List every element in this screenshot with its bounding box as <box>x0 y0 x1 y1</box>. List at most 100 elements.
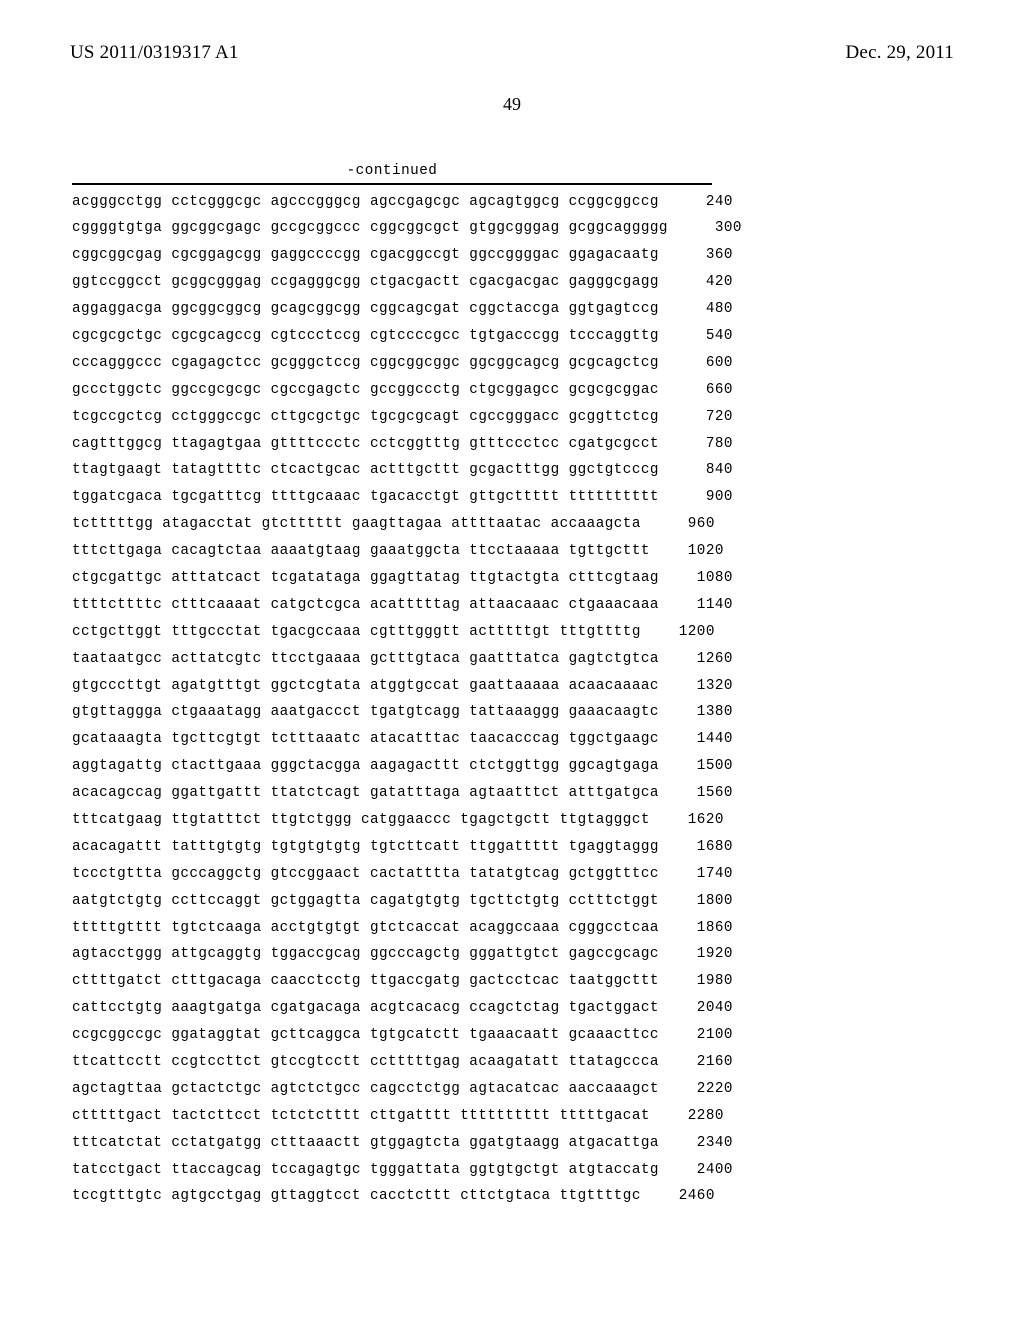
sequence-row: cattcctgtg aaagtgatga cgatgacaga acgtcac… <box>72 1001 712 1015</box>
sequence-position: 2160 <box>689 1055 733 1069</box>
sequence-nucleotides: gccctggctc ggccgcgcgc cgccgagctc gccggcc… <box>72 383 659 397</box>
sequence-nucleotides: cggggtgtga ggcggcgagc gccgcggccc cggcggc… <box>72 221 668 235</box>
sequence-row: aggtagattg ctacttgaaa gggctacgga aagagac… <box>72 759 712 773</box>
sequence-nucleotides: tttcatgaag ttgtatttct ttgtctggg catggaac… <box>72 813 650 827</box>
sequence-position: 1320 <box>689 679 733 693</box>
sequence-nucleotides: cgcgcgctgc cgcgcagccg cgtccctccg cgtcccc… <box>72 329 659 343</box>
sequence-position: 1080 <box>689 571 733 585</box>
sequence-row: aatgtctgtg ccttccaggt gctggagtta cagatgt… <box>72 894 712 908</box>
sequence-row: agtacctggg attgcaggtg tggaccgcag ggcccag… <box>72 947 712 961</box>
sequence-row: cctgcttggt tttgccctat tgacgccaaa cgtttgg… <box>72 625 712 639</box>
sequence-nucleotides: ttttcttttc ctttcaaaat catgctcgca acatttt… <box>72 598 659 612</box>
sequence-position: 1980 <box>689 974 733 988</box>
sequence-position: 660 <box>689 383 733 397</box>
sequence-nucleotides: cccagggccc cgagagctcc gcgggctccg cggcggc… <box>72 356 659 370</box>
sequence-nucleotides: tatcctgact ttaccagcag tccagagtgc tgggatt… <box>72 1163 659 1177</box>
sequence-position: 1020 <box>680 544 724 558</box>
sequence-position: 1920 <box>689 947 733 961</box>
sequence-position: 360 <box>689 248 733 262</box>
sequence-position: 1260 <box>689 652 733 666</box>
sequence-nucleotides: ttagtgaagt tatagttttc ctcactgcac actttgc… <box>72 463 659 477</box>
sequence-position: 1560 <box>689 786 733 800</box>
sequence-nucleotides: acacagattt tatttgtgtg tgtgtgtgtg tgtcttc… <box>72 840 659 854</box>
sequence-position: 1500 <box>689 759 733 773</box>
sequence-position: 2280 <box>680 1109 724 1123</box>
sequence-nucleotides: ctttttgact tactcttcct tctctctttt cttgatt… <box>72 1109 650 1123</box>
sequence-position: 1800 <box>689 894 733 908</box>
sequence-row: tttttgtttt tgtctcaaga acctgtgtgt gtctcac… <box>72 921 712 935</box>
publication-date: Dec. 29, 2011 <box>846 42 954 64</box>
sequence-row: tccctgttta gcccaggctg gtccggaact cactatt… <box>72 867 712 881</box>
sequence-nucleotides: tccgtttgtc agtgcctgag gttaggtcct cacctct… <box>72 1189 641 1203</box>
sequence-row: tttcatctat cctatgatgg ctttaaactt gtggagt… <box>72 1136 712 1150</box>
sequence-position: 2040 <box>689 1001 733 1015</box>
sequence-row: tcgccgctcg cctgggccgc cttgcgctgc tgcgcgc… <box>72 410 712 424</box>
sequence-row: gccctggctc ggccgcgcgc cgccgagctc gccggcc… <box>72 383 712 397</box>
sequence-row: gtgcccttgt agatgtttgt ggctcgtata atggtgc… <box>72 679 712 693</box>
sequence-nucleotides: cagtttggcg ttagagtgaa gttttccctc cctcggt… <box>72 437 659 451</box>
sequence-row: cggcggcgag cgcggagcgg gaggccccgg cgacggc… <box>72 248 712 262</box>
sequence-nucleotides: ggtccggcct gcggcgggag ccgagggcgg ctgacga… <box>72 275 659 289</box>
sequence-row: ggtccggcct gcggcgggag ccgagggcgg ctgacga… <box>72 275 712 289</box>
sequence-position: 840 <box>689 463 733 477</box>
sequence-nucleotides: taataatgcc acttatcgtc ttcctgaaaa gctttgt… <box>72 652 659 666</box>
sequence-nucleotides: ttcattcctt ccgtccttct gtccgtcctt ccttttt… <box>72 1055 659 1069</box>
sequence-position: 2400 <box>689 1163 733 1177</box>
sequence-row: gcataaagta tgcttcgtgt tctttaaatc atacatt… <box>72 732 712 746</box>
sequence-nucleotides: aatgtctgtg ccttccaggt gctggagtta cagatgt… <box>72 894 659 908</box>
sequence-nucleotides: agctagttaa gctactctgc agtctctgcc cagcctc… <box>72 1082 659 1096</box>
sequence-nucleotides: ccgcggccgc ggataggtat gcttcaggca tgtgcat… <box>72 1028 659 1042</box>
sequence-position: 960 <box>671 517 715 531</box>
sequence-position: 2220 <box>689 1082 733 1096</box>
sequence-nucleotides: cctgcttggt tttgccctat tgacgccaaa cgtttgg… <box>72 625 641 639</box>
sequence-row: acacagccag ggattgattt ttatctcagt gatattt… <box>72 786 712 800</box>
sequence-position: 480 <box>689 302 733 316</box>
sequence-position: 420 <box>689 275 733 289</box>
continued-label: -continued <box>72 163 712 179</box>
sequence-position: 1860 <box>689 921 733 935</box>
sequence-row: ttagtgaagt tatagttttc ctcactgcac actttgc… <box>72 463 712 477</box>
page-root: US 2011/0319317 A1 Dec. 29, 2011 49 -con… <box>0 0 1024 1320</box>
sequence-position: 1440 <box>689 732 733 746</box>
sequence-row: cgcgcgctgc cgcgcagccg cgtccctccg cgtcccc… <box>72 329 712 343</box>
sequence-row: ttcattcctt ccgtccttct gtccgtcctt ccttttt… <box>72 1055 712 1069</box>
publication-number: US 2011/0319317 A1 <box>70 42 239 64</box>
sequence-row: taataatgcc acttatcgtc ttcctgaaaa gctttgt… <box>72 652 712 666</box>
sequence-position: 1680 <box>689 840 733 854</box>
sequence-row: cccagggccc cgagagctcc gcgggctccg cggcggc… <box>72 356 712 370</box>
sequence-position: 1620 <box>680 813 724 827</box>
sequence-row: cggggtgtga ggcggcgagc gccgcggccc cggcggc… <box>72 221 712 235</box>
sequence-position: 1140 <box>689 598 733 612</box>
sequence-nucleotides: ctgcgattgc atttatcact tcgatataga ggagtta… <box>72 571 659 585</box>
sequence-nucleotides: aggtagattg ctacttgaaa gggctacgga aagagac… <box>72 759 659 773</box>
sequence-nucleotides: cggcggcgag cgcggagcgg gaggccccgg cgacggc… <box>72 248 659 262</box>
sequence-position: 1200 <box>671 625 715 639</box>
sequence-nucleotides: cttttgatct ctttgacaga caacctcctg ttgaccg… <box>72 974 659 988</box>
sequence-row: agctagttaa gctactctgc agtctctgcc cagcctc… <box>72 1082 712 1096</box>
sequence-position: 720 <box>689 410 733 424</box>
sequence-row: tttcatgaag ttgtatttct ttgtctggg catggaac… <box>72 813 712 827</box>
sequence-row: acacagattt tatttgtgtg tgtgtgtgtg tgtcttc… <box>72 840 712 854</box>
sequence-nucleotides: acgggcctgg cctcgggcgc agcccgggcg agccgag… <box>72 195 659 209</box>
sequence-row: acgggcctgg cctcgggcgc agcccgggcg agccgag… <box>72 195 712 209</box>
sequence-position: 240 <box>689 195 733 209</box>
sequence-position: 900 <box>689 490 733 504</box>
sequence-block: -continued acgggcctgg cctcgggcgc agcccgg… <box>72 163 712 1204</box>
sequence-nucleotides: tttcttgaga cacagtctaa aaaatgtaag gaaatgg… <box>72 544 650 558</box>
sequence-row: tttcttgaga cacagtctaa aaaatgtaag gaaatgg… <box>72 544 712 558</box>
sequence-row: tctttttgg atagacctat gtctttttt gaagttaga… <box>72 517 712 531</box>
sequence-nucleotides: tggatcgaca tgcgatttcg ttttgcaaac tgacacc… <box>72 490 659 504</box>
sequence-position: 600 <box>689 356 733 370</box>
sequence-row: cttttgatct ctttgacaga caacctcctg ttgaccg… <box>72 974 712 988</box>
sequence-nucleotides: cattcctgtg aaagtgatga cgatgacaga acgtcac… <box>72 1001 659 1015</box>
sequence-row: tggatcgaca tgcgatttcg ttttgcaaac tgacacc… <box>72 490 712 504</box>
page-header: US 2011/0319317 A1 Dec. 29, 2011 <box>70 42 954 64</box>
sequence-nucleotides: tctttttgg atagacctat gtctttttt gaagttaga… <box>72 517 641 531</box>
sequence-row: ttttcttttc ctttcaaaat catgctcgca acatttt… <box>72 598 712 612</box>
sequence-position: 2340 <box>689 1136 733 1150</box>
sequence-nucleotides: gcataaagta tgcttcgtgt tctttaaatc atacatt… <box>72 732 659 746</box>
sequence-nucleotides: acacagccag ggattgattt ttatctcagt gatattt… <box>72 786 659 800</box>
sequence-row: ctgcgattgc atttatcact tcgatataga ggagtta… <box>72 571 712 585</box>
sequence-rows: acgggcctgg cctcgggcgc agcccgggcg agccgag… <box>72 185 712 1204</box>
page-number: 49 <box>70 94 954 115</box>
